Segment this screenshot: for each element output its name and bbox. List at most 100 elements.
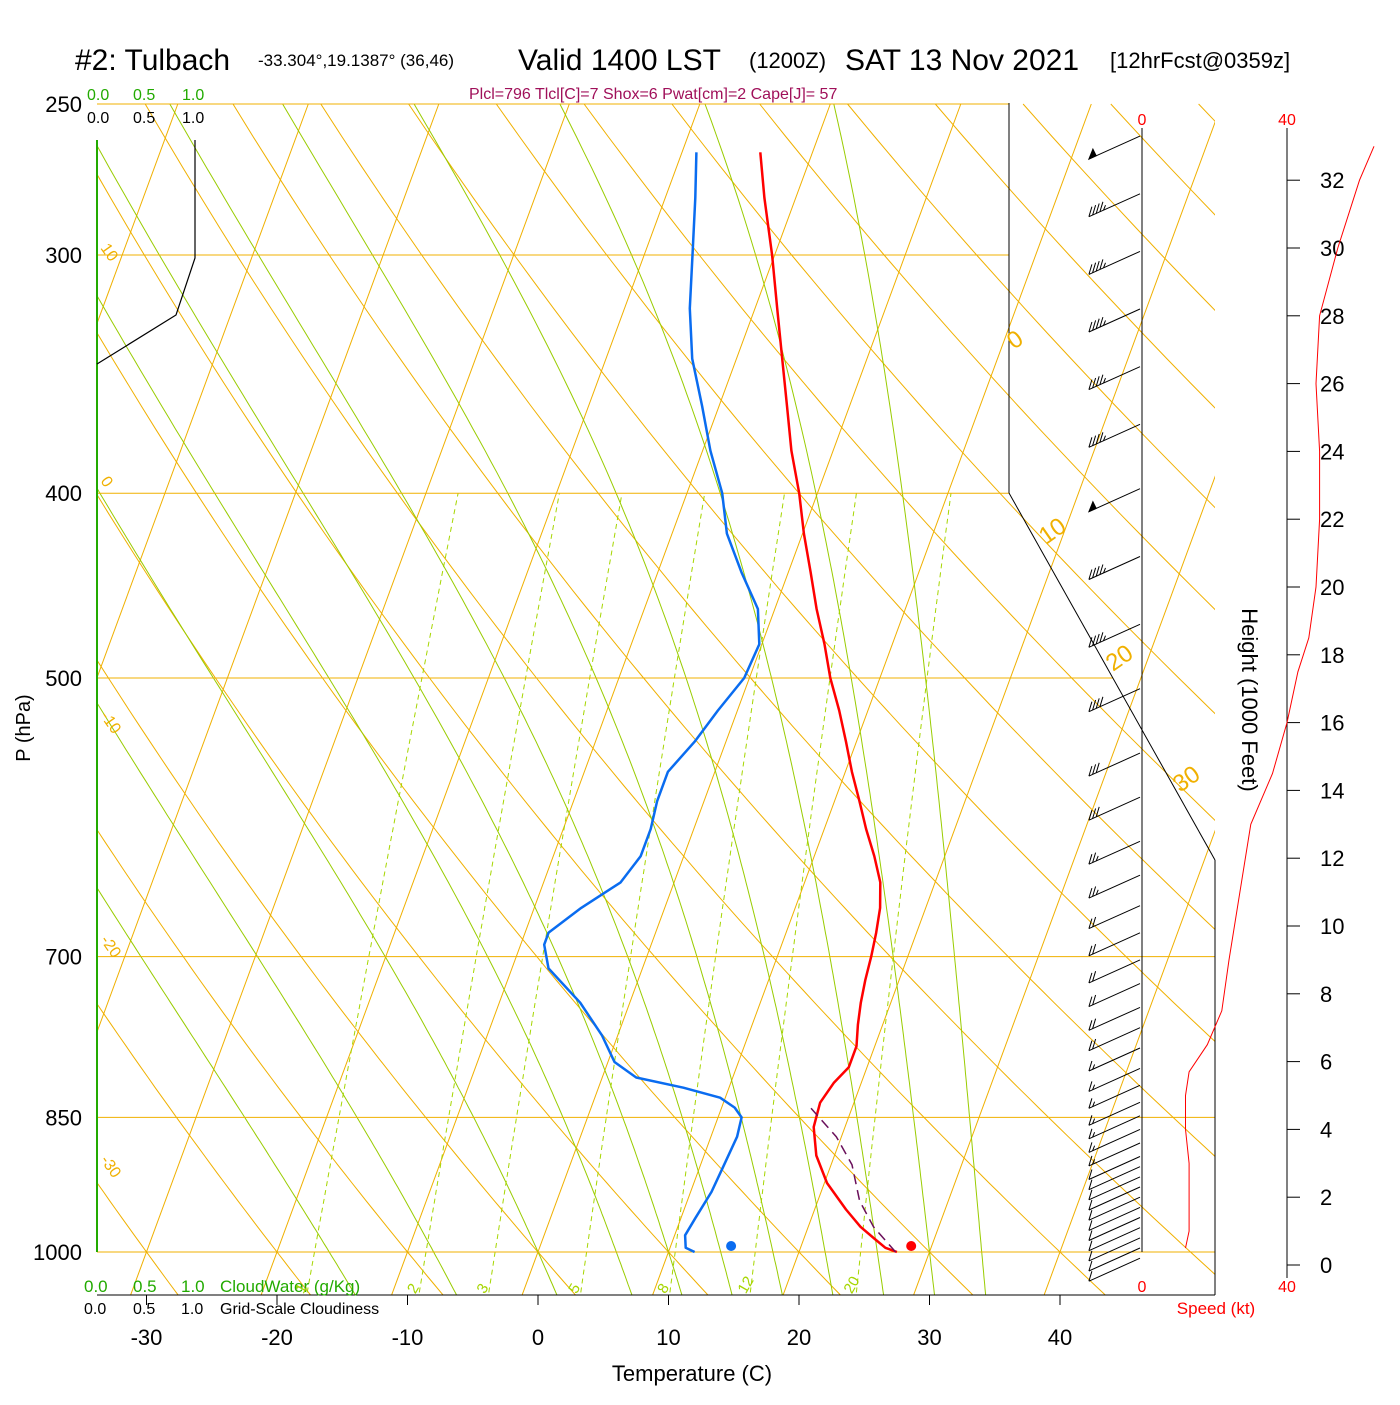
- speed-tick-label-bottom: 0: [1138, 1279, 1147, 1296]
- cloudwater-label: CloudWater (g/Kg): [220, 1277, 360, 1296]
- dry-adiabat-line: [0, 104, 607, 1331]
- wind-barb: [1089, 1157, 1140, 1180]
- temperature-tick-label: 0: [532, 1325, 544, 1350]
- mixing-ratio-line: [670, 493, 785, 1292]
- speed-tick-label-top: 0: [1138, 112, 1147, 129]
- wind-barb-staff: [1089, 1007, 1140, 1030]
- isotherm-label-right: 0: [1002, 325, 1028, 355]
- cloud-scale-top: 0.0 0.5 1.0 0.0 0.5 1.0: [87, 87, 204, 127]
- speed-tick-label-top: 40: [1278, 112, 1296, 129]
- wind-barb-staff: [1089, 1228, 1140, 1251]
- pressure-axis-title: P (hPa): [13, 694, 35, 761]
- wind-barb-staff: [1089, 1248, 1140, 1271]
- dry-adiabat-line: [57, 104, 1009, 1331]
- wind-barb: [1089, 933, 1140, 956]
- forecast-info: [12hrFcst@0359z]: [1110, 48, 1290, 73]
- dry-adiabat-lines: [0, 104, 1400, 1331]
- isotherm-label-right: 10: [1034, 512, 1071, 549]
- moist-adiabat-line: [560, 104, 889, 1331]
- height-tick-label: 12: [1320, 846, 1344, 871]
- mixing-ratio-lines: [307, 493, 951, 1292]
- station-title: #2: Tulbach: [75, 44, 230, 77]
- wind-barb: [1089, 194, 1140, 217]
- cloudiness-tick-bottom-1: 0.5: [133, 1301, 155, 1318]
- wind-barb: [1089, 1048, 1140, 1071]
- height-tick-label: 10: [1320, 914, 1344, 939]
- pressure-tick-label: 1000: [33, 1240, 82, 1265]
- isotherm-line: [378, 104, 830, 1331]
- isotherm-lines: [0, 104, 1400, 1331]
- wind-barb: [1089, 1228, 1140, 1251]
- wind-barb-staff: [1089, 1258, 1140, 1281]
- wind-barb-staff: [1089, 1197, 1140, 1220]
- cloudwater-tick-top-2: 1.0: [182, 87, 204, 104]
- dry-adiabat-line: [0, 104, 339, 1331]
- wind-speed-line: [1186, 146, 1375, 1248]
- wind-barb: [1089, 984, 1140, 1007]
- dry-adiabat-line: [1199, 104, 1400, 1331]
- wind-barb: [1089, 1218, 1140, 1241]
- speed-axis-title: Speed (kt): [1177, 1299, 1255, 1318]
- temperature-tick-label: 40: [1048, 1325, 1072, 1350]
- wind-barb: [1089, 424, 1140, 447]
- height-axis-title: Height (1000 Feet): [1237, 608, 1262, 791]
- cloudwater-tick-bottom-2: 1.0: [181, 1277, 205, 1296]
- wind-barb: [1089, 1007, 1140, 1030]
- dry-adiabat-line: [0, 104, 473, 1331]
- wind-barb-staff: [1089, 906, 1140, 929]
- wind-barb-staff: [1089, 1143, 1140, 1166]
- height-tick-label: 0: [1320, 1253, 1332, 1278]
- wind-barb-staff: [1089, 933, 1140, 956]
- dry-adiabat-line: [0, 104, 876, 1331]
- height-tick-label: 32: [1320, 168, 1344, 193]
- surface-dewpoint-dot: [726, 1241, 736, 1251]
- isobar-lines: [97, 104, 1215, 1252]
- wind-barb: [1089, 1143, 1140, 1166]
- wind-barb: [1089, 557, 1140, 580]
- cloudiness-tick-bottom-2: 1.0: [181, 1301, 203, 1318]
- wind-barb-pennant: [1089, 502, 1096, 512]
- wind-barb-staff: [1089, 1028, 1140, 1051]
- wind-barbs: [1089, 136, 1140, 1281]
- wind-barb: [1089, 797, 1140, 820]
- wind-barb-staff: [1089, 1102, 1140, 1125]
- wind-barb: [1089, 1238, 1140, 1261]
- temperature-tick-label: 30: [917, 1325, 941, 1350]
- isotherm-label-left: 0: [97, 474, 116, 491]
- mixing-ratio-label: 3: [473, 1281, 492, 1297]
- height-tick-label: 20: [1320, 575, 1344, 600]
- wind-barb-staff: [1089, 1238, 1140, 1261]
- height-tick-label: 26: [1320, 372, 1344, 397]
- wind-barb-staff: [1089, 1129, 1140, 1152]
- parcel-line: [810, 1108, 895, 1252]
- isotherm-line: [639, 104, 1091, 1331]
- moist-adiabat-line: [170, 104, 741, 1331]
- wind-barb: [1089, 906, 1140, 929]
- height-tick-label: 8: [1320, 982, 1332, 1007]
- wind-barb: [1089, 309, 1140, 332]
- valid-time: Valid 1400 LST: [518, 44, 721, 77]
- moist-adiabat-line: [0, 104, 377, 1331]
- isotherm-line: [770, 104, 1222, 1331]
- speed-axis: 0040408080120120: [1138, 112, 1400, 1296]
- height-tick-label: 16: [1320, 711, 1344, 736]
- dry-adiabat-line: [145, 104, 1144, 1331]
- height-tick-label: 4: [1320, 1117, 1332, 1142]
- temperature-axis-title: Temperature (C): [612, 1361, 772, 1386]
- mixing-ratio-label: 12: [735, 1274, 758, 1297]
- height-tick-label: 14: [1320, 778, 1344, 803]
- dry-adiabat-line: [496, 104, 1400, 1331]
- mixing-ratio-label: 5: [565, 1281, 584, 1297]
- height-tick-label: 28: [1320, 304, 1344, 329]
- cloud-scale-bottom: 0.0 0.5 1.0 CloudWater (g/Kg) 0.0 0.5 1.…: [84, 1277, 379, 1318]
- mixing-ratio-line: [489, 493, 622, 1292]
- moist-adiabat-line: [705, 104, 939, 1331]
- cloudiness-tick-top-0: 0.0: [87, 110, 109, 127]
- wind-barb-staff: [1089, 1068, 1140, 1091]
- isotherm-line: [900, 104, 1352, 1331]
- isotherm-label-left: 10: [97, 241, 121, 265]
